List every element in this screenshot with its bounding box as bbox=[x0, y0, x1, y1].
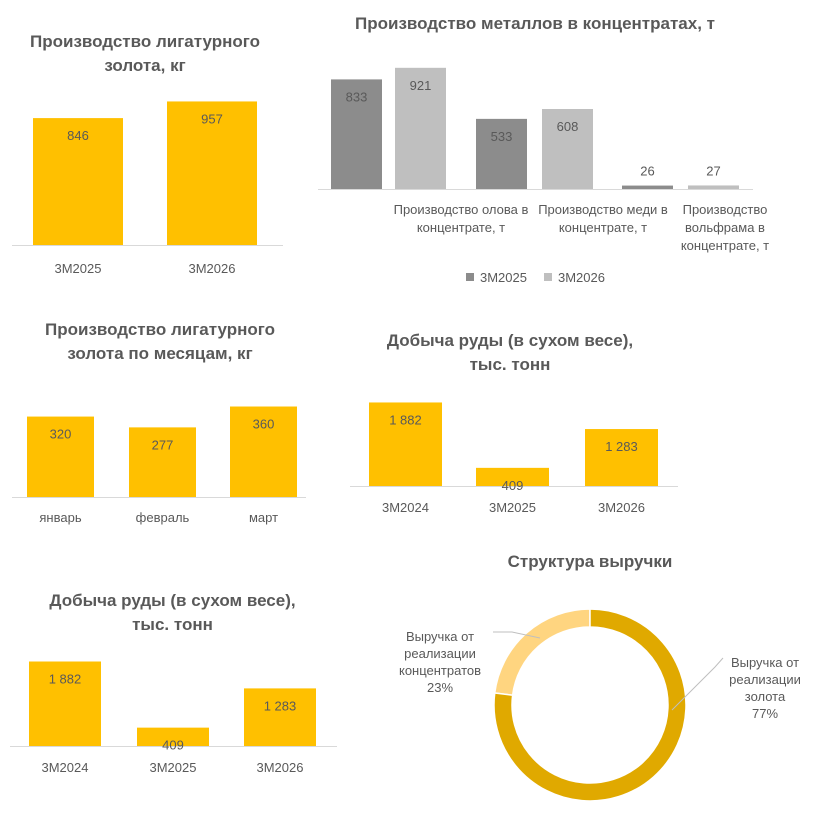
slice-label: золота bbox=[745, 689, 786, 704]
category-label: 3М2025 bbox=[55, 261, 102, 276]
bar bbox=[622, 185, 673, 189]
slice-label: 23% bbox=[427, 680, 453, 695]
donut-slice bbox=[493, 608, 687, 802]
bar bbox=[129, 427, 196, 497]
data-label: 409 bbox=[502, 478, 524, 493]
bar bbox=[395, 67, 446, 189]
data-label: 27 bbox=[706, 163, 720, 178]
chart-title: Производство лигатурного золота, кг bbox=[30, 32, 260, 75]
bar bbox=[137, 727, 209, 746]
category-label: Производство меди в bbox=[538, 202, 668, 217]
data-label: 409 bbox=[162, 738, 184, 753]
chart-title: Структура выручки bbox=[507, 552, 673, 571]
chart-ligature-gold: Производство лигатурного золота, кг 846 3… bbox=[0, 0, 290, 290]
bar bbox=[230, 406, 297, 497]
category-label: вольфрама в bbox=[685, 220, 765, 235]
data-label: 957 bbox=[201, 111, 223, 126]
chart-title: Производство лигатурного золота по месяц… bbox=[45, 320, 275, 363]
legend-swatch bbox=[544, 273, 552, 281]
bar bbox=[542, 109, 593, 189]
category-label: март bbox=[249, 510, 278, 525]
bar-chart-svg: 833 533 26 921 608 27 Производство олова в конц… bbox=[318, 67, 769, 285]
category-label: 3М2026 bbox=[257, 760, 304, 775]
leader-line bbox=[671, 657, 724, 711]
slice-label: реализации bbox=[729, 672, 801, 687]
chart-ore-mining-right: Добыча руды (в сухом весе), тыс. тонн 1 … bbox=[340, 320, 700, 530]
bar-chart-svg: 1 882 3М2024 409 3М2025 1 283 3М2026 bbox=[350, 402, 678, 515]
slice-label: концентратов bbox=[399, 663, 481, 678]
bar-chart-svg: 1 882 3М2024 409 3М2025 1 283 3М2026 bbox=[10, 661, 337, 775]
legend-label: 3М2026 bbox=[558, 270, 605, 285]
bar bbox=[369, 402, 442, 486]
category-label: 3М2025 bbox=[489, 500, 536, 515]
category-label: 3М2024 bbox=[42, 760, 89, 775]
bar-chart-svg: 846 3М2025 957 3М2026 bbox=[12, 101, 283, 276]
data-label: 833 bbox=[346, 89, 368, 104]
leader-line bbox=[493, 631, 541, 639]
chart-title: Добыча руды (в сухом весе), тыс. тонн bbox=[49, 591, 296, 634]
bar bbox=[29, 661, 101, 746]
slice-label: Выручка от bbox=[731, 655, 799, 670]
bar-chart-svg: 320 январь 277 февраль 360 март bbox=[12, 406, 306, 525]
legend-swatch bbox=[466, 273, 474, 281]
chart-title: Производство металлов в концентратах, т bbox=[355, 14, 715, 33]
slice-label: реализации bbox=[404, 646, 476, 661]
data-label: 360 bbox=[253, 417, 275, 432]
data-label: 533 bbox=[491, 129, 513, 144]
chart-ligature-gold-monthly: Производство лигатурного золота по месяц… bbox=[0, 310, 320, 540]
chart-ore-mining-left: Добыча руды (в сухом весе), тыс. тонн 1 … bbox=[0, 580, 350, 790]
data-label: 846 bbox=[67, 128, 89, 143]
chart-title: Добыча руды (в сухом весе), тыс. тонн bbox=[386, 331, 634, 374]
chart-metals-in-concentrates: Производство металлов в концентратах, т … bbox=[300, 0, 820, 300]
bar bbox=[167, 101, 257, 245]
category-label: 3М2026 bbox=[598, 500, 645, 515]
bar bbox=[331, 79, 382, 189]
data-label: 1 882 bbox=[49, 672, 82, 687]
category-label: концентрате, т bbox=[559, 220, 647, 235]
category-label: концентрате, т bbox=[417, 220, 505, 235]
category-label: Производство олова в bbox=[394, 202, 529, 217]
donut-slice bbox=[493, 608, 591, 697]
bar bbox=[244, 688, 316, 746]
category-label: 3М2024 bbox=[382, 500, 429, 515]
data-label: 1 283 bbox=[264, 698, 297, 713]
category-label: январь bbox=[39, 510, 81, 525]
data-label: 1 283 bbox=[605, 439, 638, 454]
data-label: 1 882 bbox=[389, 412, 422, 427]
slice-label: Выручка от bbox=[406, 629, 474, 644]
data-label: 26 bbox=[640, 164, 654, 179]
bar bbox=[476, 118, 527, 189]
bar bbox=[33, 118, 123, 245]
bar bbox=[27, 416, 94, 497]
data-label: 320 bbox=[50, 427, 72, 442]
data-label: 608 bbox=[557, 119, 579, 134]
bar bbox=[476, 467, 549, 486]
slice-label: 77% bbox=[752, 706, 778, 721]
data-label: 277 bbox=[152, 437, 174, 452]
category-label: 3М2025 bbox=[150, 760, 197, 775]
category-label: февраль bbox=[136, 510, 190, 525]
legend-label: 3М2025 bbox=[480, 270, 527, 285]
chart-revenue-structure: Структура выручки Выручка от реализации ко… bbox=[370, 540, 821, 813]
bar bbox=[688, 185, 739, 189]
category-label: концентрате, т bbox=[681, 238, 769, 253]
bar bbox=[585, 429, 658, 486]
category-label: 3М2026 bbox=[189, 261, 236, 276]
donut-chart-svg: Выручка от реализации концентратов 23% Выруч… bbox=[399, 608, 801, 802]
data-label: 921 bbox=[410, 78, 432, 93]
category-label: Производство bbox=[683, 202, 768, 217]
